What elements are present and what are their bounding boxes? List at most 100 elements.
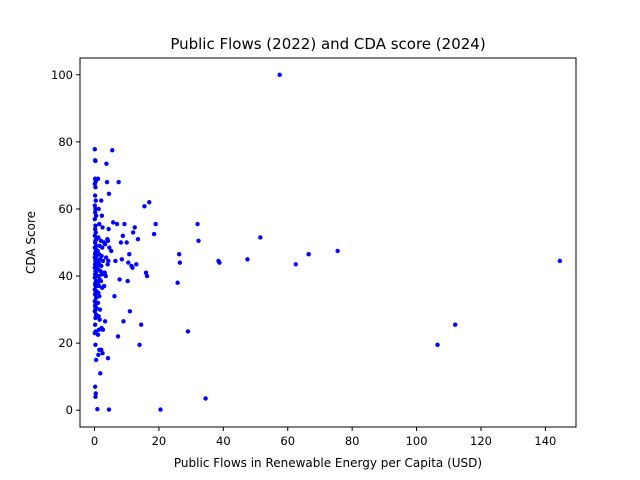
- data-point: [185, 329, 191, 334]
- data-point: [135, 236, 141, 242]
- data-point: [92, 322, 98, 327]
- x-tick-label: 80: [345, 434, 360, 448]
- data-point: [93, 223, 98, 228]
- data-point: [92, 226, 98, 232]
- data-point: [335, 248, 340, 254]
- data-point: [104, 161, 109, 166]
- data-point: [293, 262, 298, 267]
- data-point: [117, 277, 122, 282]
- data-point: [557, 258, 563, 264]
- x-tick-label: 20: [152, 434, 167, 448]
- data-point: [112, 293, 117, 299]
- data-point: [137, 342, 142, 348]
- y-tick-label: 0: [66, 403, 73, 417]
- data-point: [103, 273, 108, 279]
- data-point: [92, 210, 98, 215]
- y-tick-label: 100: [51, 68, 73, 82]
- data-point: [106, 258, 111, 264]
- data-point: [92, 240, 98, 245]
- data-point: [93, 394, 98, 400]
- data-point: [277, 72, 282, 77]
- data-point: [158, 407, 163, 412]
- data-point: [138, 322, 144, 327]
- y-tick-label: 80: [58, 135, 73, 149]
- data-point: [99, 253, 104, 259]
- data-point: [100, 258, 106, 264]
- data-point: [95, 280, 100, 285]
- data-point: [110, 220, 116, 225]
- data-point: [97, 293, 102, 299]
- data-point: [92, 203, 98, 208]
- data-point: [177, 252, 182, 257]
- data-point: [102, 241, 108, 247]
- data-point: [124, 240, 129, 245]
- data-point: [100, 327, 106, 332]
- data-point: [122, 221, 127, 227]
- y-tick-label: 20: [58, 336, 73, 350]
- data-point: [92, 181, 98, 186]
- data-point: [104, 179, 110, 185]
- data-point: [106, 407, 112, 412]
- axis-ticks: 0 20 40 60 80 100 120 140 0 20 40 60 80 100: [51, 68, 556, 448]
- data-point: [130, 230, 136, 235]
- data-point: [96, 352, 101, 358]
- data-point: [98, 371, 103, 376]
- data-point: [102, 319, 108, 324]
- data-point: [143, 270, 149, 275]
- data-point: [115, 334, 121, 339]
- data-point: [435, 342, 440, 348]
- data-point: [195, 221, 200, 227]
- y-axis-label: CDA Score: [24, 211, 38, 274]
- data-point: [95, 248, 100, 254]
- data-point: [92, 147, 98, 152]
- data-point: [106, 191, 112, 197]
- data-point: [96, 206, 101, 212]
- data-point: [99, 198, 104, 203]
- data-point: [217, 260, 222, 265]
- data-point: [245, 257, 250, 262]
- data-point: [106, 226, 111, 232]
- data-point: [130, 265, 135, 270]
- data-point: [119, 257, 125, 262]
- data-point: [105, 262, 110, 267]
- data-point: [93, 357, 99, 363]
- data-point: [116, 179, 121, 185]
- data-point: [151, 231, 157, 237]
- data-point: [306, 252, 311, 257]
- y-tick-label: 40: [58, 269, 73, 283]
- data-point: [153, 221, 158, 227]
- data-point: [105, 356, 111, 361]
- data-point: [125, 278, 130, 284]
- data-point: [121, 319, 126, 324]
- data-point: [177, 260, 183, 265]
- data-point: [127, 309, 133, 314]
- data-point: [99, 347, 104, 353]
- data-point: [93, 198, 98, 203]
- data-point: [93, 391, 98, 396]
- data-point: [95, 300, 101, 306]
- data-point: [93, 307, 98, 312]
- data-point: [92, 233, 98, 238]
- plot-frame: [79, 57, 577, 428]
- data-point: [96, 290, 101, 296]
- data-point: [196, 238, 201, 244]
- data-point: [101, 283, 107, 289]
- data-point: [93, 342, 98, 348]
- data-point: [96, 314, 101, 319]
- x-tick-label: 100: [406, 434, 428, 448]
- data-point: [92, 384, 98, 389]
- data-point: [110, 148, 115, 153]
- data-point: [93, 206, 98, 212]
- data-point: [93, 213, 99, 218]
- data-point: [203, 396, 208, 401]
- data-point: [93, 230, 98, 235]
- x-tick-label: 0: [91, 434, 98, 448]
- data-point: [97, 317, 102, 322]
- data-point: [99, 263, 104, 269]
- data-point: [92, 216, 98, 222]
- data-point: [102, 270, 108, 275]
- data-point: [93, 283, 98, 289]
- data-point: [453, 322, 458, 327]
- x-tick-label: 120: [470, 434, 492, 448]
